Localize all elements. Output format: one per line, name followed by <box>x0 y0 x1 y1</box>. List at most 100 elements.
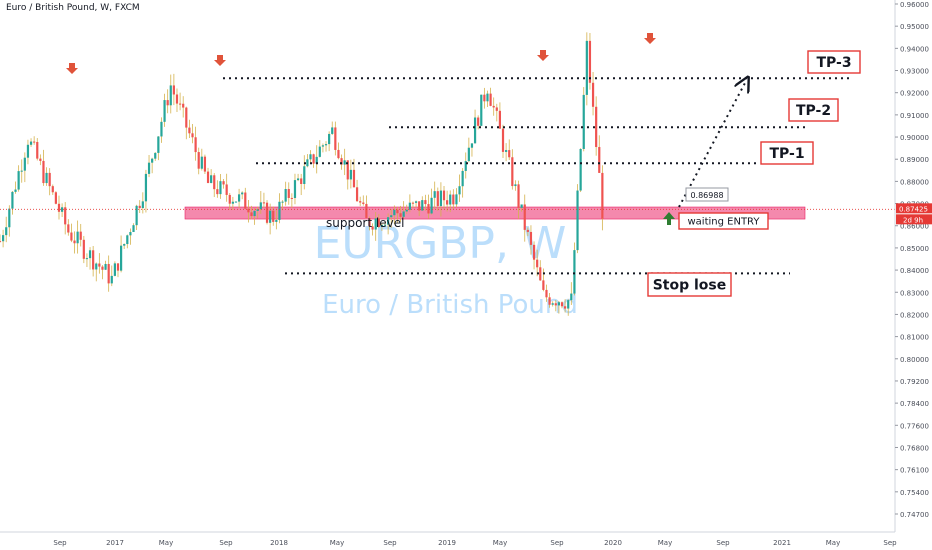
candle-body <box>278 201 281 220</box>
candle-body <box>455 194 458 205</box>
candle-body <box>42 160 45 184</box>
candle-body <box>473 117 477 144</box>
price-tick-label: 0.85000 <box>900 245 929 253</box>
candle-body <box>380 224 384 227</box>
candle-body <box>151 158 154 163</box>
candle-body <box>241 192 244 195</box>
candle-body <box>234 201 238 203</box>
candle-body <box>396 209 399 214</box>
time-tick-label: Sep <box>716 539 730 547</box>
countdown-badge <box>896 214 932 225</box>
price-tick-label: 0.77600 <box>900 422 929 430</box>
candle-body <box>560 302 564 307</box>
price-tick-label: 0.93000 <box>900 68 929 76</box>
candle-body <box>113 263 116 276</box>
stop-label-box <box>647 272 732 297</box>
down-arrow-icon <box>644 33 656 44</box>
candle-body <box>225 184 228 195</box>
time-tick-label: 2020 <box>604 539 622 547</box>
candle-body <box>449 194 452 205</box>
candle-body <box>467 147 470 162</box>
tp1-label: TP-1 <box>769 146 804 162</box>
candle-body <box>557 302 560 306</box>
candle-body <box>390 215 393 218</box>
candle-body <box>387 217 390 225</box>
support-label: support level <box>326 216 404 230</box>
price-tick-label: 0.74700 <box>900 511 929 519</box>
candle-body <box>346 160 349 180</box>
candle-body <box>290 197 293 199</box>
candle-body <box>138 205 141 209</box>
candle-body <box>206 171 210 183</box>
candle-body <box>393 209 396 216</box>
candle-body <box>520 204 523 208</box>
down-arrow-icon <box>66 63 78 74</box>
candle-body <box>337 149 340 159</box>
price-tick-label: 0.96000 <box>900 1 929 9</box>
price-tick-label: 0.88000 <box>900 178 929 186</box>
entry-label: waiting ENTRY <box>688 217 761 228</box>
candle-body <box>371 226 374 230</box>
candle-body <box>595 106 598 148</box>
candle-body <box>33 141 36 143</box>
time-tick-label: 2018 <box>270 539 288 547</box>
candle-body <box>408 202 411 210</box>
candle-body <box>318 146 321 157</box>
candle-body <box>514 184 517 187</box>
candle-body <box>309 154 312 160</box>
candle-body <box>564 306 567 309</box>
candle-body <box>228 194 231 204</box>
price-tick-label: 0.95000 <box>900 23 929 31</box>
candle-body <box>247 208 250 213</box>
time-tick-label: 2019 <box>438 539 456 547</box>
candle-body <box>362 202 365 204</box>
candle-body <box>570 293 573 301</box>
candle-body <box>231 201 234 204</box>
candle-body <box>132 225 135 233</box>
candle-body <box>101 266 104 270</box>
time-tick-label: Sep <box>550 539 564 547</box>
candle-body <box>104 263 107 270</box>
candle-body <box>54 192 57 204</box>
candle-body <box>508 150 511 158</box>
candle-body <box>328 133 331 145</box>
candle-body <box>324 144 328 146</box>
candle-body <box>536 259 539 268</box>
time-tick-label: May <box>658 539 672 547</box>
candle-body <box>483 94 486 102</box>
candle-body <box>480 94 483 126</box>
candle-body <box>315 156 318 164</box>
candle-body <box>26 144 30 158</box>
candle-body <box>11 191 14 209</box>
candle-body <box>293 180 297 198</box>
time-tick-label: May <box>330 539 344 547</box>
candle-body <box>79 231 82 240</box>
candle-body <box>523 204 526 230</box>
candle-body <box>424 200 427 205</box>
candle-body <box>576 190 579 251</box>
chart-header: Euro / British Pound, W, FXCM <box>6 3 140 13</box>
candle-body <box>551 303 554 305</box>
price-tick-label: 0.79200 <box>900 378 929 386</box>
candle-body <box>492 105 495 108</box>
candle-body <box>334 127 337 150</box>
candle-body <box>92 250 95 270</box>
time-tick-label: May <box>159 539 173 547</box>
candle-body <box>517 184 520 208</box>
candle-body <box>203 156 207 172</box>
candle-body <box>402 211 405 217</box>
candle-body <box>256 209 259 211</box>
candle-body <box>98 263 101 267</box>
candle-body <box>253 210 256 217</box>
candle-body <box>399 213 402 217</box>
candle-body <box>368 217 371 227</box>
candle-body <box>213 175 216 190</box>
price-tick-label: 0.82000 <box>900 311 929 319</box>
candle-body <box>269 210 272 223</box>
candle-body <box>505 150 508 152</box>
candle-body <box>352 169 356 188</box>
time-tick-label: May <box>493 539 507 547</box>
time-tick-label: Sep <box>383 539 397 547</box>
candle-body <box>359 201 362 203</box>
